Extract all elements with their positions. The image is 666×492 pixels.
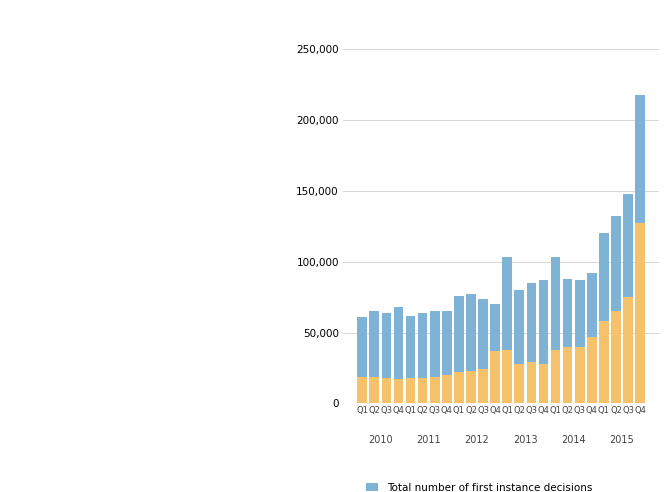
Bar [454,296,464,403]
Bar [599,321,609,403]
Text: 2010: 2010 [368,434,393,445]
Bar [502,350,512,403]
Bar [635,94,645,403]
Bar [635,223,645,403]
Bar [358,376,367,403]
Bar [418,313,428,403]
Bar [430,376,440,403]
Bar [587,273,597,403]
Bar [370,376,379,403]
Text: 2011: 2011 [416,434,441,445]
Bar [478,369,488,403]
Bar [490,304,500,403]
Text: 2012: 2012 [465,434,490,445]
Bar [442,311,452,403]
Bar [611,216,621,403]
Bar [514,364,524,403]
Bar [623,194,633,403]
Bar [490,351,500,403]
Bar [551,257,560,403]
Bar [599,233,609,403]
Bar [442,375,452,403]
Text: 2015: 2015 [609,434,635,445]
Bar [394,379,404,403]
Bar [370,311,379,403]
Bar [466,371,476,403]
Bar [394,307,404,403]
Text: 2013: 2013 [513,434,537,445]
Bar [575,347,585,403]
Bar [623,297,633,403]
Bar [527,362,536,403]
Bar [551,350,560,403]
Bar [575,280,585,403]
Bar [587,337,597,403]
Legend: Total number of first instance decisions, Total number of positive first instanc: Total number of first instance decisions… [363,480,639,492]
Bar [454,372,464,403]
Bar [539,280,548,403]
Bar [514,290,524,403]
Bar [539,364,548,403]
Bar [418,378,428,403]
Bar [466,294,476,403]
Bar [406,378,416,403]
Bar [527,283,536,403]
Bar [430,311,440,403]
Bar [406,315,416,403]
Bar [502,257,512,403]
Bar [563,347,573,403]
Bar [358,317,367,403]
Bar [382,378,391,403]
Bar [478,299,488,403]
Text: 2014: 2014 [561,434,586,445]
Bar [611,311,621,403]
Bar [563,279,573,403]
Bar [382,313,391,403]
